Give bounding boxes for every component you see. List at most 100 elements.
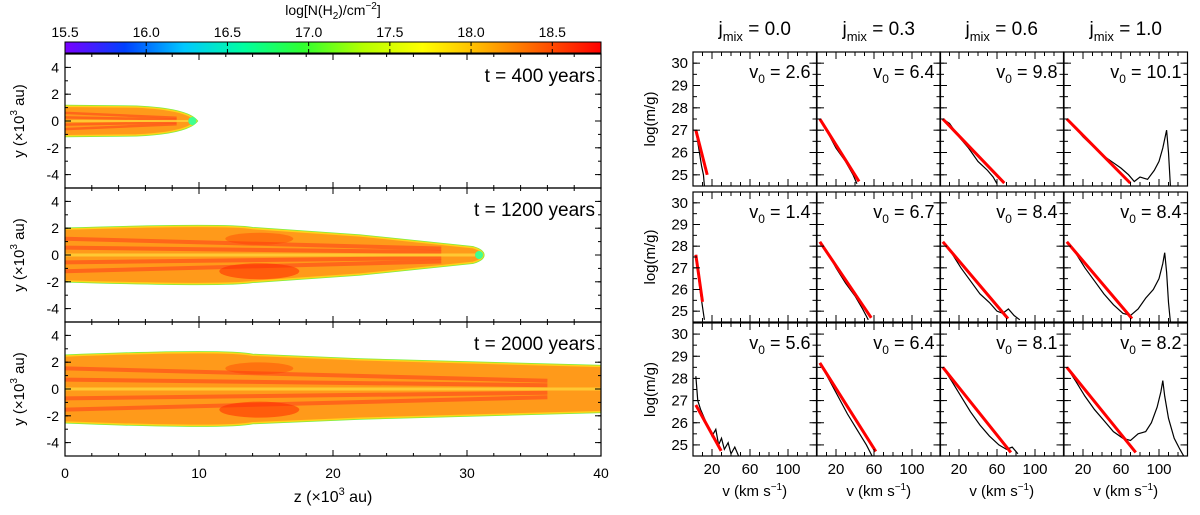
y-tick-label: 0 [51, 381, 59, 397]
jet-layer [65, 104, 199, 138]
x-tick-label: 0 [61, 465, 69, 481]
spectrum-panel: 30 29 28 27 26 25 v0 = 2.6 log(m/g) [642, 51, 818, 187]
density-panel: 4 2 0 -2 -4 y (×103 au) t = 2000 years [9, 321, 602, 457]
colorbar-tick-label: 17.5 [376, 24, 403, 40]
v0-sub: 0 [758, 212, 765, 226]
spectrum-plot-area [941, 117, 1006, 185]
v0-sub: 0 [882, 212, 889, 226]
x-tick-label: 20 [325, 465, 341, 481]
spectrum-panel: 20 60 100 v0 = 6.4 v (km s−1) [816, 322, 942, 500]
spectrum-x-tick-label: 60 [989, 461, 1006, 478]
column-header-symbol: j [1088, 19, 1093, 40]
spectrum-y-tick-label: 27 [671, 122, 688, 139]
column-header: jmix = 0.0 [717, 19, 791, 44]
x-label-sup: −1 [895, 482, 907, 493]
colorbar-tick-label: 16.5 [214, 24, 241, 40]
fit-line [694, 404, 723, 452]
y-tick-label: 2 [51, 86, 59, 102]
spectrum-x-tick-label: 100 [899, 461, 924, 478]
spectrum-x-axis-label: v (km s−1) [846, 482, 911, 500]
spectrum-panel: 30 29 28 27 26 25 v0 = 1.4 log(m/g) [642, 191, 818, 323]
v0-label: v0 = 6.4 [873, 333, 934, 357]
spectrum-line [695, 376, 740, 456]
y-label-main: y (×10 [11, 116, 28, 158]
v0-label: v0 = 2.6 [749, 62, 810, 86]
v0-value: = 10.1 [1126, 62, 1182, 82]
y-tick-label: 4 [51, 327, 59, 343]
spectrum-x-axis-label: v (km s−1) [722, 482, 787, 500]
x-label-main: v (km s [1093, 483, 1141, 500]
spectrum-panel: v0 = 8.4 [939, 191, 1065, 323]
jet-shock [225, 232, 294, 245]
spectrum-panel: v0 = 10.1 [1063, 51, 1189, 187]
spectrum-x-tick-label: 20 [1075, 461, 1092, 478]
v0-value: = 5.6 [765, 333, 811, 353]
v0-sub: 0 [1129, 212, 1136, 226]
v0-symbol: v [1110, 62, 1119, 82]
spectrum-x-tick-label: 20 [828, 461, 845, 478]
x-label-sup: −1 [1142, 482, 1154, 493]
column-header-symbol: j [841, 19, 846, 40]
v0-sub: 0 [882, 343, 889, 357]
y-tick-label: -2 [47, 274, 60, 290]
y-tick-label: -2 [47, 140, 60, 156]
spectrum-y-tick-label: 29 [671, 78, 688, 95]
jet-filament [65, 395, 548, 412]
spectrum-panel: 20 60 100 v0 = 8.2 v (km s−1) [1063, 322, 1189, 500]
spectrum-y-tick-label: 26 [671, 282, 688, 299]
spectrum-y-tick-label: 30 [671, 326, 688, 343]
spectrum-panel: v0 = 6.4 [816, 51, 942, 187]
y-label-tail: au) [11, 84, 28, 110]
jet-filament [65, 366, 548, 383]
jet-shock [225, 362, 294, 375]
v0-value: = 6.4 [889, 333, 935, 353]
spectrum-y-tick-label: 28 [671, 238, 688, 255]
v0-value: = 2.6 [765, 62, 811, 82]
spectrum-plot-area [818, 362, 878, 456]
v0-sub: 0 [758, 343, 765, 357]
spectrum-plot-area [694, 254, 705, 320]
jet-filament [65, 236, 442, 251]
v0-label: v0 = 9.8 [996, 62, 1057, 86]
spectrum-y-tick-label: 28 [671, 370, 688, 387]
column-header-value: = 0.3 [867, 19, 915, 40]
y-tick-label: -4 [47, 435, 60, 451]
spectrum-y-tick-label: 25 [671, 303, 688, 320]
column-header-symbol: j [717, 19, 722, 40]
v0-label: v0 = 1.4 [749, 202, 810, 226]
x-label-tail: ) [1153, 483, 1158, 500]
colorbar-tick-label: 17.0 [295, 24, 322, 40]
spectrum-plot-area [694, 129, 709, 186]
column-header-symbol: j [964, 19, 969, 40]
snapshot-label: t = 1200 years [474, 200, 595, 221]
spectrum-x-tick-label: 100 [775, 461, 800, 478]
x-tick-label: 10 [191, 465, 207, 481]
colorbar-tick-label: 15.5 [51, 24, 78, 40]
map-y-axis-label: y (×103 au) [9, 218, 28, 292]
jet-filament [65, 390, 548, 401]
v0-label: v0 = 5.6 [749, 333, 810, 357]
spectrum-y-tick-label: 26 [671, 415, 688, 432]
jet-shock [219, 401, 300, 418]
v0-label: v0 = 6.4 [873, 62, 934, 86]
colorbar-tick-labels: 15.5 16.0 16.5 17.0 17.5 18.0 18.5 [51, 24, 566, 40]
y-tick-label: 4 [51, 193, 59, 209]
y-label-tail: au) [11, 352, 28, 378]
v0-symbol: v [873, 202, 882, 222]
fit-line [941, 117, 1006, 185]
spectrum-x-axis-label: v (km s−1) [1093, 482, 1158, 500]
column-header: jmix = 1.0 [1088, 19, 1162, 44]
v0-sub: 0 [1005, 72, 1012, 86]
y-label-tail: au) [11, 218, 28, 244]
v0-sub: 0 [758, 72, 765, 86]
v0-value: = 8.4 [1012, 202, 1058, 222]
spectrum-plot-area [694, 376, 740, 456]
y-tick-label: -4 [47, 167, 60, 183]
y-label-sup: 3 [9, 244, 20, 250]
map-y-axis-label: y (×103 au) [9, 352, 28, 426]
column-header-sub: mix [1094, 29, 1115, 44]
y-tick-label: 2 [51, 220, 59, 236]
v0-sub: 0 [1005, 343, 1012, 357]
spectrum-x-tick-label: 60 [1113, 461, 1130, 478]
v0-label: v0 = 6.7 [873, 202, 934, 226]
